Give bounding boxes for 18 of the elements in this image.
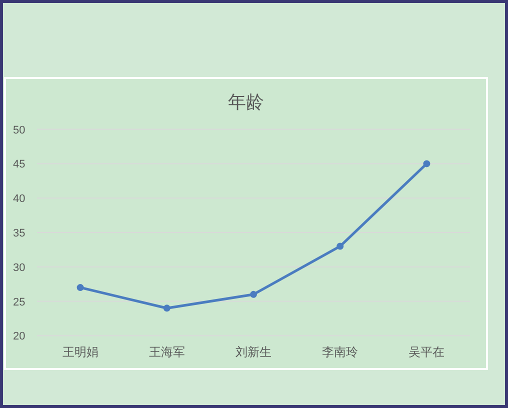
chart-title: 年龄 xyxy=(228,92,264,112)
y-tick-label: 50 xyxy=(13,124,26,136)
point xyxy=(76,284,84,292)
x-tick-label: 李南玲 xyxy=(322,345,358,359)
point xyxy=(163,304,170,312)
x-tick-label: 王明娟 xyxy=(62,345,98,359)
point xyxy=(250,290,257,298)
x-tick-label: 王海军 xyxy=(148,345,185,359)
y-tick-label: 25 xyxy=(13,296,26,308)
y-tick-label: 40 xyxy=(13,193,26,206)
x-tick-label: 吴平在 xyxy=(408,345,445,359)
y-tick-label: 35 xyxy=(13,228,26,240)
y-tick-label: 45 xyxy=(13,158,26,171)
y-tick-label: 20 xyxy=(13,330,26,343)
point xyxy=(336,242,344,250)
point xyxy=(423,160,430,168)
y-tick-label: 30 xyxy=(13,262,26,274)
x-tick-label: 刘新生 xyxy=(236,345,272,359)
